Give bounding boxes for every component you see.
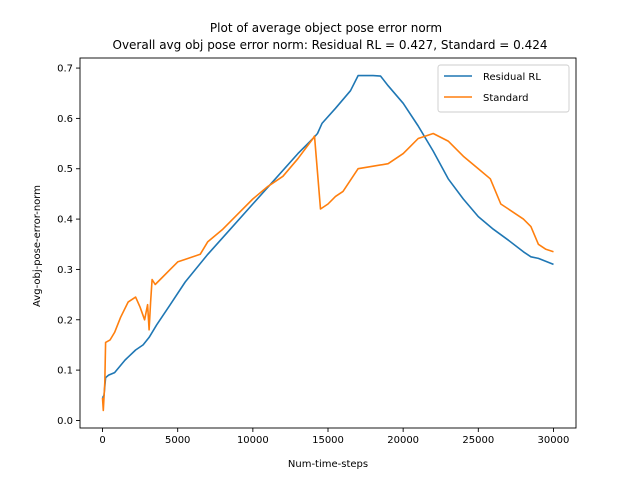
- x-tick-label: 20000: [387, 435, 419, 446]
- y-tick-label: 0.1: [57, 366, 73, 377]
- chart-subtitle: Overall avg obj pose error norm: Residua…: [113, 38, 548, 52]
- x-tick-label: 10000: [237, 435, 269, 446]
- y-tick-label: 0.7: [57, 64, 73, 75]
- x-tick-label: 25000: [462, 435, 494, 446]
- plot-area: 0 5000 10000 15000 20000 25000 30000 0.0 0.1 0.2 0…: [57, 57, 577, 446]
- x-tick-label: 30000: [538, 435, 570, 446]
- y-tick-label: 0.0: [57, 416, 73, 427]
- x-tick-label: 0: [99, 435, 105, 446]
- y-tick-label: 0.5: [57, 164, 73, 175]
- y-axis-title: Avg-obj-pose-error-norm: [32, 185, 43, 307]
- y-tick-label: 0.3: [57, 265, 73, 276]
- x-tick-label: 15000: [312, 435, 344, 446]
- plot-frame: [79, 57, 577, 429]
- legend-label: Standard: [483, 93, 529, 104]
- y-tick-label: 0.2: [57, 315, 73, 326]
- series-line-residual-rl: [101, 74, 554, 399]
- y-tick-label: 0.6: [57, 114, 73, 125]
- legend-label: Residual RL: [483, 72, 541, 83]
- x-axis-title: Num-time-steps: [288, 459, 368, 470]
- x-tick-label: 5000: [165, 435, 190, 446]
- chart-title: Plot of average object pose error norm: [210, 21, 442, 35]
- series-line-standard: [101, 132, 554, 412]
- y-tick-label: 0.4: [57, 215, 73, 226]
